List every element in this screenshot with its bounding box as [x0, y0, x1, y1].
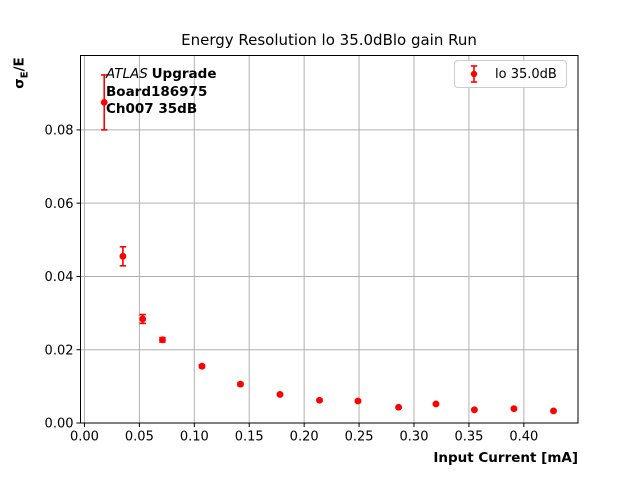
- legend-marker-dot: [470, 70, 478, 78]
- data-point: [354, 397, 362, 405]
- data-point: [237, 380, 244, 388]
- data-point: [100, 98, 108, 106]
- data-point: [159, 336, 166, 344]
- data-point: [510, 405, 518, 413]
- x-axis-label: Input Current [mA]: [433, 450, 578, 466]
- x-tick-label: 0.25: [345, 430, 374, 445]
- x-tick-label: 0.30: [400, 430, 429, 445]
- y-tick-label: 0.08: [45, 124, 74, 139]
- y-axis-label-subscript: E: [19, 71, 31, 79]
- legend: lo 35.0dB: [454, 60, 567, 88]
- data-point: [316, 396, 323, 404]
- annotation-line-1: ATLAS Upgrade: [106, 66, 216, 84]
- x-tick-label: 0.15: [235, 430, 264, 445]
- x-tick-label: 0.10: [180, 430, 209, 445]
- y-tick-label: 0.02: [45, 343, 74, 358]
- annotation-line-3: Ch007 35dB: [106, 101, 198, 118]
- x-tick-label: 0.35: [454, 430, 483, 445]
- x-tick-label: 0.40: [509, 430, 538, 445]
- x-tick-label: 0.05: [125, 430, 154, 445]
- data-point: [139, 315, 147, 323]
- plot-border: [80, 55, 579, 424]
- data-point: [276, 391, 284, 398]
- data-point: [471, 406, 478, 414]
- chart-title: Energy Resolution lo 35.0dBlo gain Run: [181, 31, 477, 49]
- data-point: [198, 362, 206, 370]
- annotation-text: ATLAS Upgrade Board186975 Ch007 35dB: [106, 66, 216, 119]
- data-point: [550, 407, 557, 415]
- y-tick-label: 0.04: [45, 270, 74, 285]
- legend-errorbar-marker-icon: [470, 65, 478, 83]
- legend-label: lo 35.0dB: [495, 66, 557, 82]
- y-tick-label: 0.06: [45, 197, 74, 212]
- y-tick-label: 0.00: [45, 417, 74, 432]
- x-tick-label: 0.20: [290, 430, 319, 445]
- annotation-upgrade: Upgrade: [151, 66, 217, 82]
- y-axis-label: σE/E: [12, 57, 31, 89]
- data-point: [119, 252, 127, 260]
- annotation-atlas: ATLAS: [106, 66, 148, 82]
- x-tick-label: 0.00: [70, 430, 99, 445]
- data-point: [395, 403, 403, 411]
- annotation-line-2: Board186975: [106, 83, 208, 100]
- y-axis-label-rest: /E: [11, 57, 28, 72]
- data-point: [432, 400, 440, 408]
- y-axis-label-sigma: σ: [11, 78, 28, 89]
